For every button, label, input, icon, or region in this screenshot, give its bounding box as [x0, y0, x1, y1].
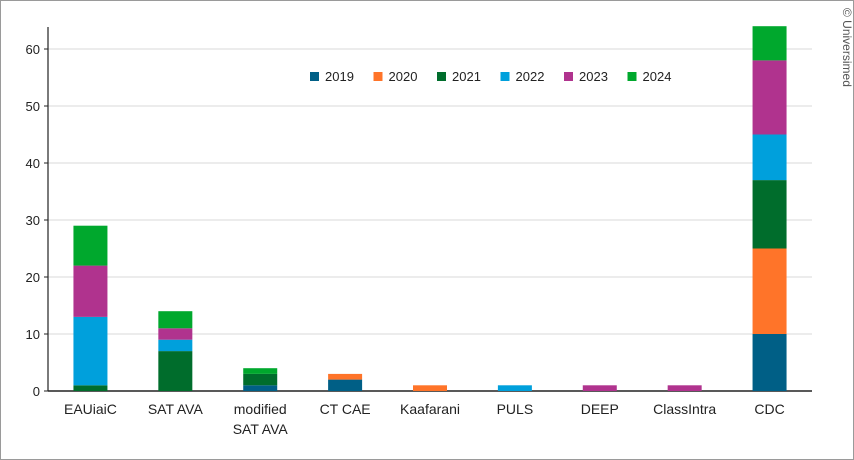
- bar-segment-2019: [328, 379, 363, 391]
- legend-label: 2022: [516, 69, 545, 84]
- legend-swatch: [500, 72, 510, 81]
- legend-label: 2020: [389, 69, 418, 84]
- x-tick-label: modified: [234, 401, 287, 417]
- legend-swatch: [437, 72, 446, 81]
- x-tick-label: EAUiaiC: [64, 401, 117, 417]
- bar-segment-2020: [413, 385, 447, 391]
- bar-segment-2024: [752, 26, 787, 61]
- legend-label: 2021: [452, 69, 481, 84]
- bar-segment-2021: [158, 351, 193, 391]
- y-tick-label: 50: [26, 99, 40, 114]
- bar-segment-2020: [328, 373, 363, 380]
- legend-label: 2024: [643, 69, 672, 84]
- x-tick-label: CT CAE: [320, 401, 371, 417]
- bar-segment-2019: [243, 385, 278, 391]
- y-tick-label: 40: [26, 156, 40, 171]
- bar-segment-2020: [752, 248, 787, 334]
- bar-segment-2024: [158, 311, 193, 329]
- legend-label: 2019: [325, 69, 354, 84]
- bar-segment-2023: [158, 328, 193, 340]
- bar-segment-2023: [73, 265, 108, 317]
- bar-segment-2022: [73, 316, 108, 386]
- bar-segment-2023: [582, 385, 617, 391]
- bar-segment-2022: [497, 385, 532, 391]
- bar-segment-2021: [73, 385, 108, 391]
- x-tick-label: SAT AVA: [148, 401, 204, 417]
- bar-segment-2021: [243, 373, 278, 386]
- x-tick-label: DEEP: [581, 401, 619, 417]
- x-tick-label: SAT AVA: [233, 421, 289, 437]
- x-tick-label: ClassIntra: [653, 401, 716, 417]
- y-tick-label: 30: [26, 213, 40, 228]
- y-tick-label: 10: [26, 327, 40, 342]
- x-tick-label: CDC: [754, 401, 784, 417]
- x-tick-label: PULS: [497, 401, 534, 417]
- bar-segment-2022: [752, 134, 787, 181]
- y-tick-label: 60: [26, 42, 40, 57]
- y-tick-label: 0: [33, 384, 40, 399]
- legend-swatch: [564, 72, 573, 81]
- x-tick-label: Kaafarani: [400, 401, 460, 417]
- bar-segment-2022: [158, 339, 193, 352]
- bar-segment-2024: [73, 225, 108, 266]
- legend-swatch: [373, 72, 383, 81]
- legend-swatch: [627, 72, 637, 81]
- bar-segment-2019: [752, 334, 787, 391]
- bar-segment-2024: [243, 368, 278, 374]
- legend-swatch: [310, 72, 319, 81]
- y-tick-label: 20: [26, 270, 40, 285]
- bar-segment-2021: [752, 180, 787, 249]
- bar-segment-2023: [667, 385, 702, 391]
- bar-segment-2023: [752, 60, 787, 135]
- legend-label: 2023: [579, 69, 608, 84]
